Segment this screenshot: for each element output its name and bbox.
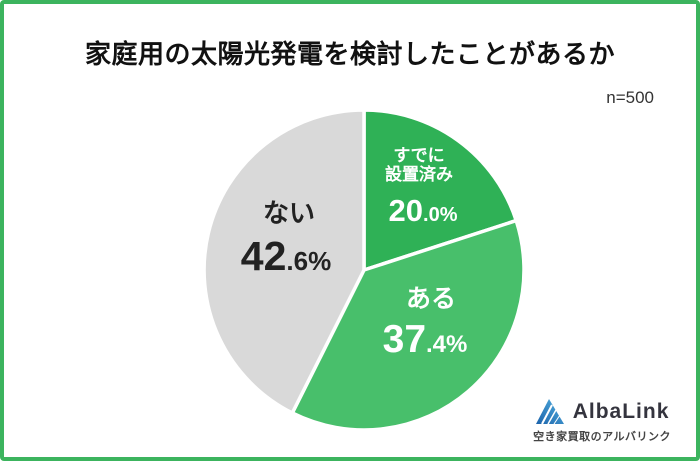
pie-slice-2 <box>202 108 366 415</box>
slice-value-aru: 37.4% <box>383 318 468 362</box>
sample-size-label: n=500 <box>606 88 654 107</box>
albalink-logo-row: AlbaLink <box>535 398 670 425</box>
slice-label-sudeni: すでに 設置済み <box>385 146 453 184</box>
slice-value-aru-int: 37 <box>382 318 427 361</box>
slice-value-nai-frac: .6% <box>286 246 332 276</box>
slice-value-sudeni-int: 20 <box>388 193 424 228</box>
pie-chart <box>202 108 526 432</box>
slice-label-sudeni-line1: すでに <box>393 146 445 165</box>
slice-label-aru: ある <box>405 285 457 313</box>
albalink-tagline: 空き家買取のアルバリンク <box>533 431 671 443</box>
slice-label-nai: ない <box>262 198 316 228</box>
albalink-logo: AlbaLink 空き家買取のアルバリンク <box>533 398 671 444</box>
pie-slice-1 <box>290 218 526 432</box>
pie-slice-0 <box>362 108 518 272</box>
slice-value-sudeni: 20.0% <box>389 193 458 229</box>
albalink-brand-text: AlbaLink <box>572 399 670 423</box>
slice-value-nai-int: 42 <box>240 233 287 279</box>
slice-value-aru-frac: .4% <box>426 331 468 358</box>
albalink-triangle-icon <box>535 399 564 425</box>
slice-value-sudeni-frac: .0% <box>423 204 458 226</box>
slice-label-sudeni-line2: 設置済み <box>385 165 453 184</box>
slice-value-nai: 42.6% <box>241 233 331 280</box>
chart-title: 家庭用の太陽光発電を検討したことがあるか <box>84 39 615 69</box>
